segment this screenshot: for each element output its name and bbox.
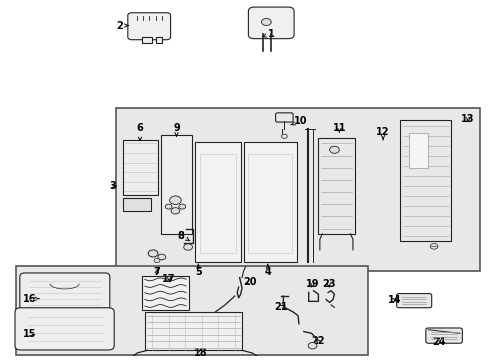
Bar — [16, 266, 368, 355]
Text: 2: 2 — [116, 21, 128, 31]
Text: 6: 6 — [136, 123, 143, 140]
Text: 3: 3 — [110, 181, 116, 191]
Text: 20: 20 — [243, 277, 257, 287]
Text: 18: 18 — [194, 348, 207, 358]
Bar — [161, 135, 192, 234]
Circle shape — [165, 204, 172, 209]
Circle shape — [281, 134, 287, 138]
Text: 17: 17 — [162, 274, 176, 284]
Text: 23: 23 — [321, 279, 335, 289]
Text: 5: 5 — [195, 264, 201, 277]
FancyBboxPatch shape — [248, 7, 293, 39]
Circle shape — [307, 342, 316, 349]
Text: 16: 16 — [23, 294, 39, 304]
Text: 14: 14 — [386, 295, 400, 305]
FancyBboxPatch shape — [127, 13, 170, 40]
Circle shape — [154, 258, 160, 263]
Bar — [318, 138, 354, 234]
FancyBboxPatch shape — [20, 273, 110, 311]
Text: 22: 22 — [311, 337, 325, 346]
Bar — [122, 198, 151, 211]
Text: 21: 21 — [274, 302, 287, 312]
Bar — [144, 312, 242, 350]
Bar — [200, 154, 236, 253]
Bar — [248, 154, 291, 253]
Text: 15: 15 — [23, 329, 36, 339]
Circle shape — [171, 208, 180, 214]
Text: 4: 4 — [264, 264, 271, 277]
FancyBboxPatch shape — [396, 293, 431, 308]
Text: 13: 13 — [461, 113, 474, 123]
Bar — [408, 133, 427, 168]
Text: 1: 1 — [262, 29, 274, 39]
Circle shape — [169, 196, 181, 204]
Bar — [195, 141, 241, 262]
Circle shape — [179, 204, 185, 209]
FancyBboxPatch shape — [425, 328, 461, 343]
Bar — [399, 120, 450, 241]
Text: 8: 8 — [178, 231, 189, 241]
Circle shape — [158, 254, 165, 260]
Text: 11: 11 — [332, 123, 346, 134]
FancyBboxPatch shape — [275, 113, 292, 122]
Bar — [243, 141, 296, 262]
FancyBboxPatch shape — [15, 308, 114, 350]
Text: 24: 24 — [431, 337, 445, 347]
Text: 9: 9 — [173, 123, 180, 136]
Text: 12: 12 — [376, 127, 389, 140]
Bar — [142, 37, 152, 43]
Text: 10: 10 — [290, 116, 306, 126]
Circle shape — [183, 244, 192, 250]
Bar — [142, 276, 188, 310]
Bar — [122, 140, 158, 195]
Text: 7: 7 — [153, 267, 160, 277]
Circle shape — [329, 146, 339, 153]
Circle shape — [261, 18, 271, 26]
Text: 19: 19 — [305, 279, 319, 289]
Bar — [116, 108, 479, 271]
Bar — [156, 37, 162, 43]
Circle shape — [429, 243, 437, 249]
Circle shape — [148, 250, 158, 257]
